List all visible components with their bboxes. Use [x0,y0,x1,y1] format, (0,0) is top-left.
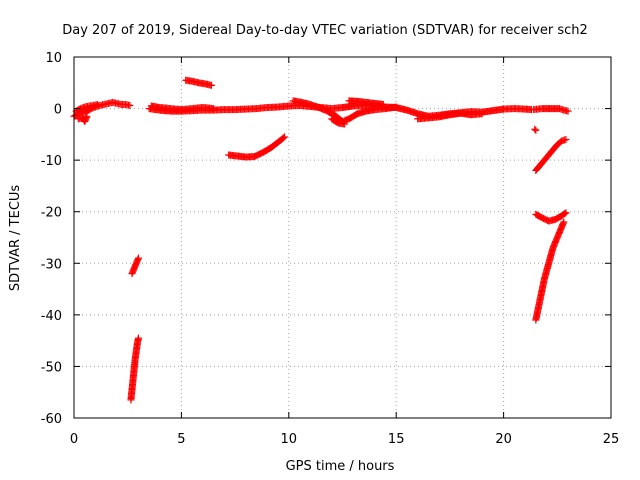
data-series-segment [532,218,568,324]
data-marks [70,76,572,404]
data-series-segment [127,334,142,404]
data-point [379,100,387,108]
y-tick-label: -20 [41,206,62,221]
y-tick-label: -60 [41,412,62,427]
data-point [281,133,289,141]
data-point [392,103,400,111]
data-point [126,101,134,109]
x-axis-label: GPS time / hours [286,459,395,474]
y-tick-label: -10 [41,154,62,169]
axis-ticks: 0 5 10 15 20 25 10 0 -10 -20 -30 -40 -50 -60 [41,51,620,447]
data-series-segment [532,136,570,174]
x-tick-label: 10 [281,432,298,447]
x-tick-label: 15 [388,432,405,447]
data-point [341,120,349,128]
data-point [562,209,570,217]
data-point [564,107,572,115]
data-point [561,210,569,218]
x-tick-label: 25 [603,432,620,447]
y-tick-label: 10 [45,51,62,66]
data-series-segment [128,254,142,278]
x-tick-label: 0 [70,432,78,447]
data-series-segment [531,125,540,134]
data-series-segment [532,209,570,225]
data-point [134,254,142,262]
data-point [562,136,570,144]
data-series-segment [414,109,486,123]
y-axis-label: SDTVAR / TECUs [8,185,23,292]
data-point [207,81,215,89]
data-series-segment [530,105,572,115]
y-tick-label: -40 [41,309,62,324]
y-tick-label: -30 [41,257,62,272]
data-series-segment [72,100,102,115]
data-point [531,125,539,133]
data-series-segment [328,115,349,128]
data-point [478,110,486,118]
data-point [532,126,540,134]
chart-title: Day 207 of 2019, Sidereal Day-to-day VTE… [62,23,588,38]
data-point [210,105,218,113]
x-tick-label: 20 [495,432,512,447]
data-point [279,134,287,142]
data-point [560,218,568,226]
data-series-segment [225,133,289,161]
data-series-segment [345,97,387,108]
plot-frame [73,56,612,419]
data-series-segment [147,102,218,114]
data-point [94,100,102,108]
data-series-segment [74,112,91,125]
data-series-segment [182,76,215,89]
data-point [83,112,91,120]
x-tick-label: 5 [177,432,185,447]
y-tick-label: 0 [54,103,62,118]
data-point [134,334,142,342]
y-tick-label: -50 [41,360,62,375]
